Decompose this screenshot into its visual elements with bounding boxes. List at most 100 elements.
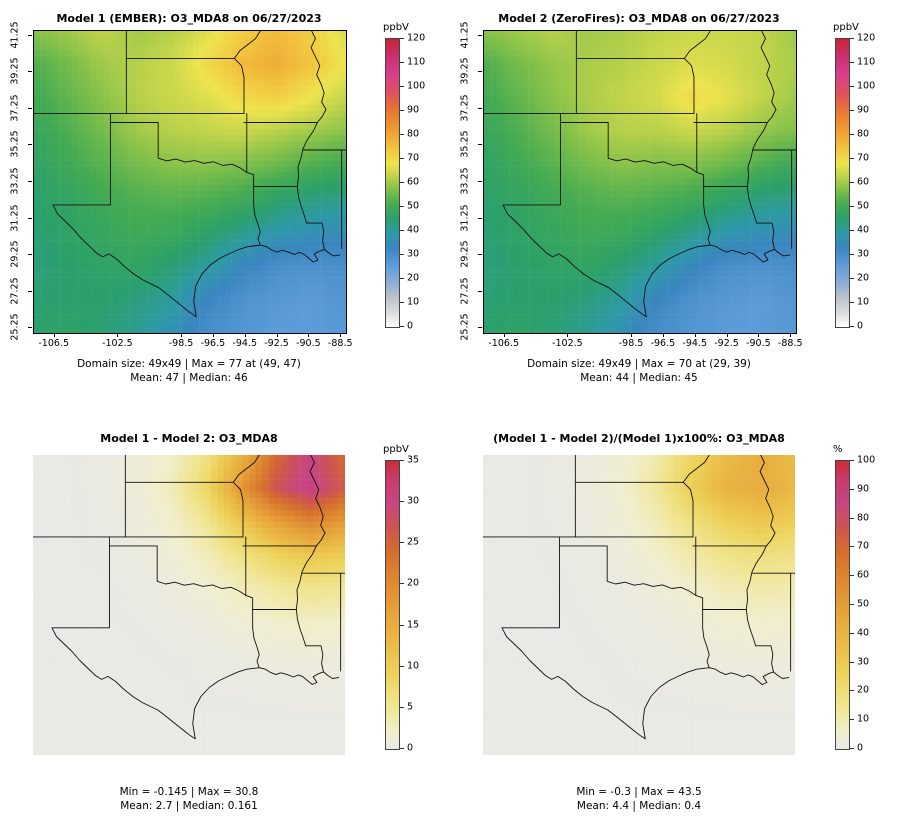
map-area [483,30,797,334]
x-tick-mark [276,333,278,337]
state-borders-overlay [34,31,346,319]
colorbar-tick-mark [400,182,404,183]
colorbar-tick-label: 70 [857,152,870,164]
state-borders-overlay [483,455,795,741]
colorbar-tick-label: 90 [857,104,870,116]
colorbar-tick-mark [850,110,854,111]
stats-line-1: Domain size: 49x49 | Max = 70 at (29, 39… [527,358,751,370]
state-borders-overlay [484,31,796,319]
x-tick-label: -96.5 [650,338,676,349]
colorbar-tick-label: 10 [407,296,420,308]
x-tick-mark [117,333,119,337]
colorbar-tick-mark [400,278,404,279]
x-tick-mark [694,333,696,337]
colorbar-tick-label: 100 [857,454,876,466]
y-tick-mark [28,254,32,256]
x-tick-mark [181,333,183,337]
colorbar-tick-mark [400,665,404,667]
colorbar-tick-label: 40 [407,224,420,236]
colorbar-tick-mark [850,690,854,692]
colorbar-tick-mark [850,86,854,87]
x-tick-mark [53,333,55,337]
colorbar-tick-mark [850,748,854,749]
colorbar-tick-mark [850,661,854,663]
y-tick-mark [478,71,482,73]
y-tick-mark [28,144,32,146]
colorbar-tick-mark [850,460,854,461]
colorbar-tick-label: 30 [407,495,420,507]
colorbar-tick-mark [850,182,854,183]
panel-difference: Model 1 - Model 2: O3_MDA8 ppbV 0 5 10 15 20… [0,420,450,840]
x-tick-label: -96.5 [200,338,226,349]
colorbar-tick-mark [850,302,854,303]
panel-model2: Model 2 (ZeroFires): O3_MDA8 on 06/27/20… [450,0,900,420]
colorbar-tick-label: 40 [857,224,870,236]
colorbar: 0 10 20 30 40 50 60 70 80 90 100 110 120 [835,33,895,332]
y-tick-mark [28,327,32,329]
colorbar-tick-mark [850,604,854,605]
colorbar-tick-label: 100 [407,80,426,92]
x-tick-label: -94.5 [682,338,707,349]
x-tick-mark [790,333,792,337]
panel-model1: Model 1 (EMBER): O3_MDA8 on 06/27/2023 4… [0,0,450,420]
colorbar-tick-label: 110 [857,56,876,68]
colorbar-tick-label: 25 [407,536,420,548]
x-tick-mark [631,333,633,337]
y-tick-label: 29.25 [459,240,471,268]
y-tick-label: 39.25 [459,57,471,85]
y-tick-mark [28,181,32,182]
heatmap-canvas [484,31,796,333]
colorbar-tick-mark [850,278,854,279]
colorbar-tick-label: 30 [407,248,420,260]
colorbar-tick-label: 10 [857,713,870,725]
colorbar-tick-label: 30 [857,248,870,260]
y-tick-mark [28,107,32,109]
colorbar-tick-mark [400,206,404,207]
y-tick-mark [28,71,32,73]
colorbar-tick-label: 35 [407,454,420,466]
colorbar-tick-mark [400,748,404,749]
y-tick-mark [28,34,32,36]
colorbar-tick-mark [400,158,404,159]
plot-title: Model 1 - Model 2: O3_MDA8 [100,432,278,445]
colorbar-tick-label: 20 [407,272,420,284]
y-tick-mark [478,144,482,146]
x-tick-mark [308,333,310,337]
y-tick-mark [28,290,32,292]
colorbar-tick-mark [850,254,854,255]
colorbar-gradient [385,38,400,328]
stats-line-2: Mean: 47 | Median: 46 [130,372,248,384]
x-tick-label: -90.5 [746,338,771,349]
colorbar-tick-label: 0 [407,320,414,332]
colorbar-tick-mark [400,110,404,111]
stats-line-1: Min = -0.3 | Max = 43.5 [576,786,702,798]
y-tick-mark [28,217,32,219]
heatmap-canvas [33,455,345,755]
colorbar: 0 10 20 30 40 50 60 70 80 90 100 [835,455,895,754]
colorbar-tick-label: 70 [407,152,420,164]
colorbar-tick-label: 80 [857,512,870,524]
plot-title: (Model 1 - Model 2)/(Model 1)x100%: O3_M… [493,432,785,445]
y-axis: 41.25 39.25 37.25 35.25 33.25 31.25 29.25 27.25… [0,21,32,341]
colorbar-tick-label: 30 [857,656,870,668]
y-tick-label: 29.25 [9,240,21,268]
colorbar-tick-label: 0 [857,320,864,332]
colorbar-tick-label: 50 [857,598,870,610]
colorbar-tick-label: 120 [407,32,426,44]
colorbar-tick-label: 50 [407,200,420,212]
colorbar-tick-mark [850,326,854,327]
y-axis: 41.25 39.25 37.25 35.25 33.25 31.25 29.25 27.25… [450,21,482,341]
colorbar-tick-mark [850,158,854,159]
y-tick-label: 25.25 [9,313,21,342]
stats-line-2: Mean: 4.4 | Median: 0.4 [576,800,702,812]
colorbar-tick-label: 20 [857,684,870,696]
y-tick-mark [478,34,482,36]
colorbar-tick-label: 10 [857,296,870,308]
colorbar-unit-label: ppbV [833,22,859,33]
colorbar-tick-label: 70 [857,540,870,552]
x-tick-label: -98.5 [618,338,644,349]
y-tick-mark [478,217,482,219]
colorbar-tick-label: 60 [857,569,870,581]
x-tick-label: -94.5 [232,338,257,349]
colorbar-ticks: 0 5 10 15 20 25 30 35 [385,455,445,754]
